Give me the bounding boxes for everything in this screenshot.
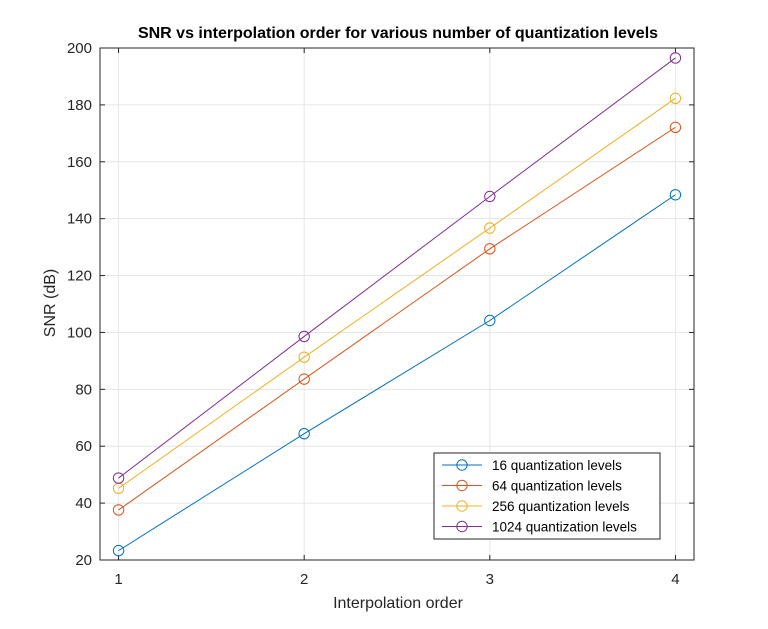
y-tick-label: 100 <box>67 324 92 341</box>
y-tick-label: 200 <box>67 40 92 57</box>
legend-label: 64 quantization levels <box>492 479 622 494</box>
x-tick-label: 1 <box>114 571 122 588</box>
data-point-marker <box>669 92 682 105</box>
legend-box <box>433 452 661 540</box>
legend-marker <box>456 520 468 533</box>
axis-ticks: 1 2 3 4 20 40 60 80 100 120 140 160 180 200 <box>67 40 694 588</box>
y-tick-label: 40 <box>75 495 92 512</box>
data-point-marker <box>112 544 125 557</box>
legend-item: 256 quantization levels <box>442 499 630 514</box>
x-tick-label: 3 <box>486 571 494 588</box>
data-point-marker <box>112 472 125 484</box>
axes-box <box>99 47 695 561</box>
data-point-marker <box>484 243 496 255</box>
series-line <box>118 57 676 479</box>
series-line <box>118 97 676 489</box>
series-1 <box>112 189 682 557</box>
y-axis-label: SNR (dB) <box>42 269 59 337</box>
y-tick-label: 180 <box>67 97 92 114</box>
data-point-marker <box>298 351 310 363</box>
data-point-marker <box>298 330 310 343</box>
y-tick-label: 140 <box>67 211 92 228</box>
y-tick-label: 20 <box>75 552 92 569</box>
chart-title: SNR vs interpolation order for various n… <box>138 25 658 42</box>
legend-label: 1024 quantization levels <box>492 520 637 535</box>
data-point-marker <box>484 222 496 234</box>
x-axis-label: Interpolation order <box>333 595 464 612</box>
legend-marker <box>456 500 468 512</box>
y-tick-label: 120 <box>67 268 92 285</box>
series-group <box>112 52 682 557</box>
series-line <box>118 126 676 511</box>
data-point-marker <box>484 314 496 327</box>
legend-marker <box>456 479 468 492</box>
data-point-marker <box>298 428 310 440</box>
legend-label: 16 quantization levels <box>492 458 622 473</box>
series-4 <box>112 52 682 484</box>
x-tick-label: 4 <box>671 571 679 588</box>
data-point-marker <box>669 189 682 201</box>
series-3 <box>112 92 682 495</box>
y-tick-label: 160 <box>67 154 92 171</box>
legend-marker <box>456 459 468 471</box>
data-point-marker <box>112 504 125 516</box>
x-tick-label: 2 <box>300 571 308 588</box>
legend-item: 16 quantization levels <box>442 458 622 473</box>
legend-label: 256 quantization levels <box>492 499 630 514</box>
y-tick-label: 60 <box>75 438 92 455</box>
series-2 <box>112 121 682 516</box>
data-point-marker <box>484 190 496 203</box>
legend-item: 1024 quantization levels <box>442 520 637 535</box>
data-point-marker <box>669 52 682 64</box>
y-tick-label: 80 <box>75 381 92 398</box>
data-point-marker <box>298 373 310 385</box>
data-point-marker <box>669 121 682 134</box>
series-line <box>118 194 676 552</box>
legend-item: 64 quantization levels <box>442 479 622 494</box>
legend: 16 quantization levels 64 quantization le… <box>433 452 661 540</box>
